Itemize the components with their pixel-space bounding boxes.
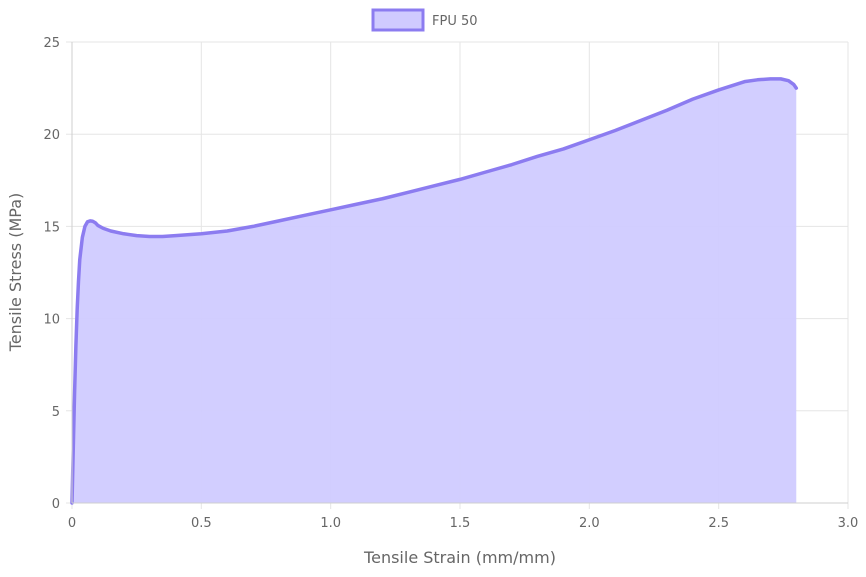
legend-swatch [371, 8, 425, 32]
y-tick-label: 5 [52, 405, 60, 420]
series-line[interactable] [70, 77, 799, 505]
x-tick-label: 0 [68, 516, 76, 531]
legend-label: FPU 50 [432, 14, 478, 29]
x-tick-label: 3.0 [838, 516, 859, 531]
x-tick-label: 1.5 [450, 516, 471, 531]
legend[interactable]: FPU 50 [371, 8, 478, 32]
series-area [70, 77, 799, 505]
x-tick-label: 2.5 [708, 516, 729, 531]
y-tick-label: 10 [43, 313, 60, 328]
x-axis-title: Tensile Strain (mm/mm) [363, 548, 556, 567]
tick-labels: 0 0.5 1.0 1.5 2.0 2.5 3.0 0 5 10 15 20 25 [43, 36, 858, 531]
x-tick-label: 1.0 [320, 516, 341, 531]
y-tick-label: 25 [43, 36, 60, 51]
series-fill [72, 78, 797, 503]
y-tick-label: 20 [43, 128, 60, 143]
y-tick-label: 0 [52, 497, 60, 512]
y-tick-label: 15 [43, 220, 60, 235]
y-axis-title: Tensile Stress (MPa) [6, 193, 25, 352]
axes [71, 42, 848, 504]
x-tick-label: 2.0 [579, 516, 600, 531]
x-tick-label: 0.5 [191, 516, 212, 531]
